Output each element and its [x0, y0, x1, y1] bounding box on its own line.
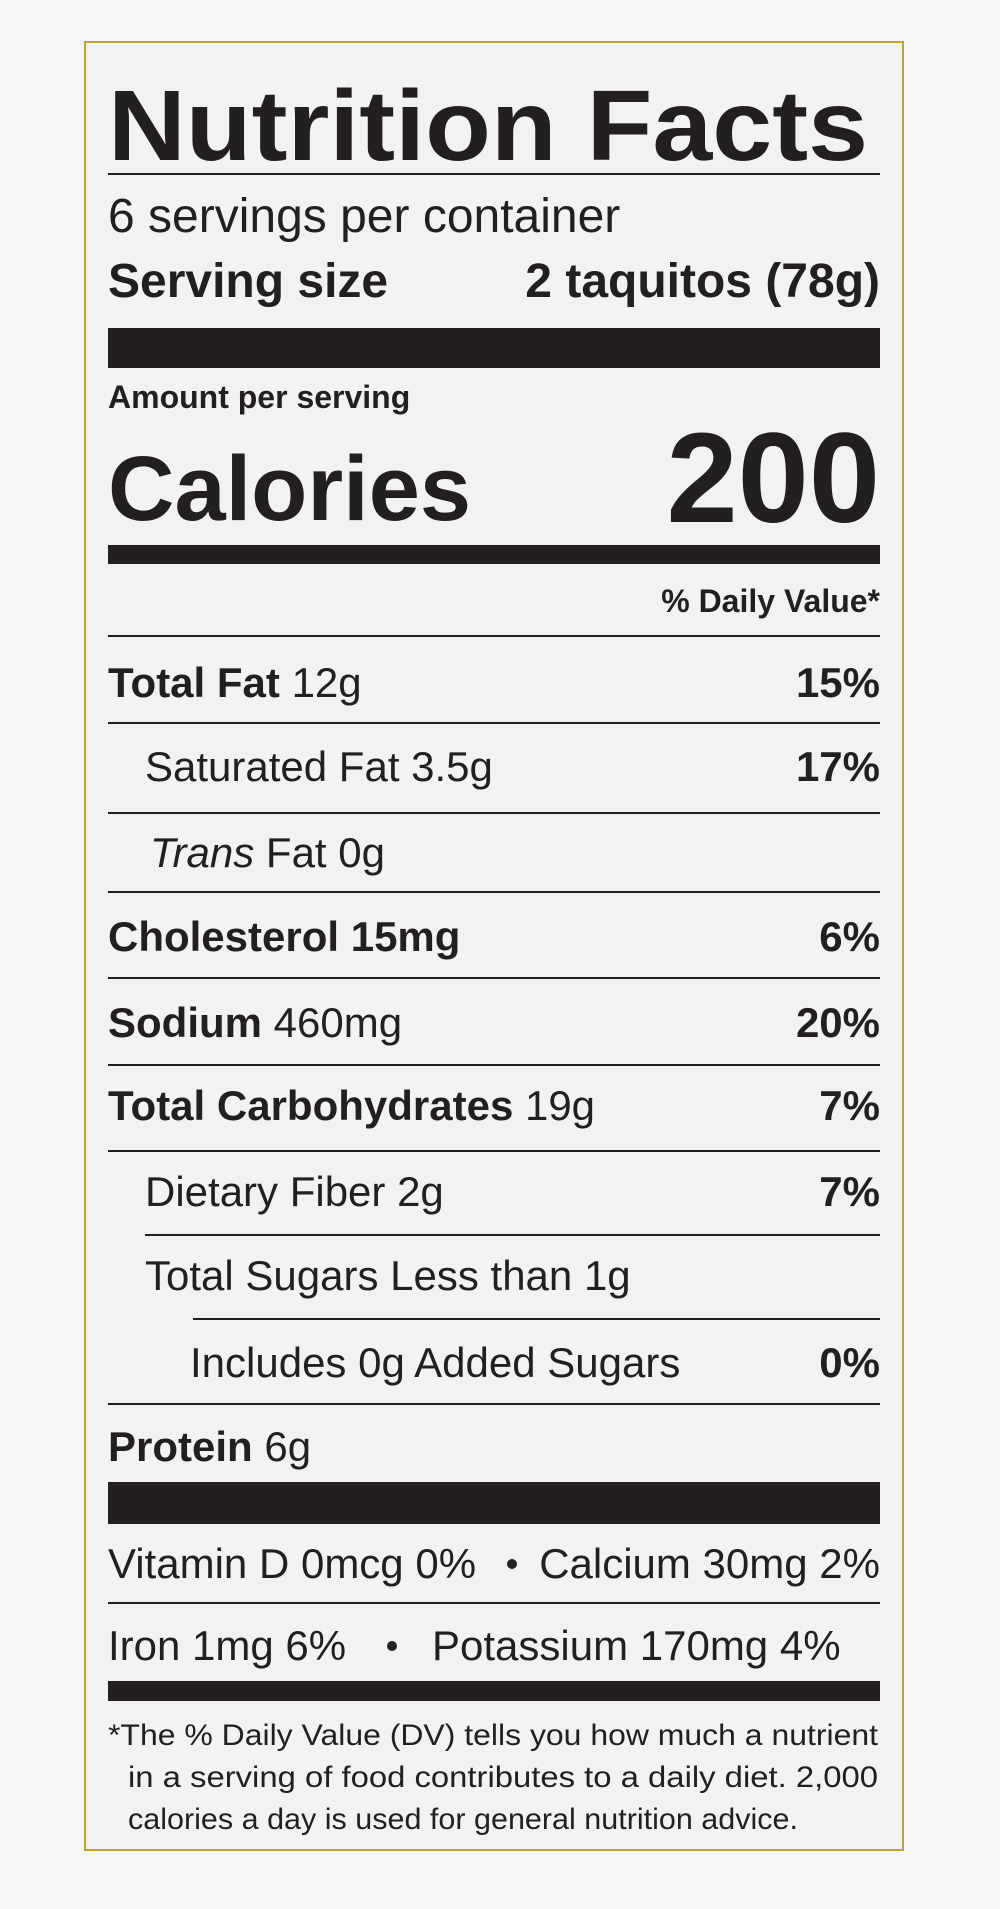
footnote-line: in a serving of food contributes to a da…	[128, 1761, 878, 1794]
nutrient-amount: Less than 1g	[390, 1252, 631, 1299]
calories-label: Calories	[108, 438, 471, 540]
nutrient-row: Saturated Fat 3.5g	[145, 743, 493, 790]
nutrient-amount: 460mg	[274, 999, 402, 1046]
serving-size-label: Serving size	[108, 255, 388, 308]
nutrient-amount: 3.5g	[411, 743, 493, 790]
vitamin: Calcium 30mg 2%	[539, 1540, 880, 1587]
nutrient-amount: 2g	[397, 1168, 444, 1215]
nutrient-row: Protein 6g	[108, 1423, 311, 1470]
nutrient-dv: 6%	[819, 913, 880, 960]
vitamin: Vitamin D 0mcg 0%	[108, 1540, 476, 1587]
nutrient-dv: 7%	[819, 1082, 880, 1129]
nutrient-row: Sodium 460mg	[108, 999, 402, 1046]
nutrient-row: Dietary Fiber 2g	[145, 1168, 444, 1215]
nutrient-dv: 0%	[819, 1339, 880, 1386]
nutrient-name: Fat	[266, 829, 327, 876]
vitamin: Iron 1mg 6%	[108, 1622, 346, 1669]
nutrient-amount: 15mg	[351, 913, 461, 960]
nutrient-row: Cholesterol 15mg	[108, 913, 460, 960]
nutrient-row: Trans Fat 0g	[150, 829, 385, 876]
thick-rule	[108, 1482, 880, 1524]
nutrient-name: Includes 0g Added Sugars	[190, 1339, 680, 1386]
nutrient-name: Total Sugars	[145, 1252, 378, 1299]
thick-rule	[108, 328, 880, 368]
nutrient-name-italic: Trans	[150, 829, 254, 876]
footnote-line: *The % Daily Value (DV) tells you how mu…	[108, 1719, 879, 1752]
nutrient-row: Total Carbohydrates 19g	[108, 1082, 595, 1129]
nutrient-dv: 7%	[819, 1168, 880, 1215]
servings: 6 servings per container	[108, 190, 620, 243]
nutrient-amount: 12g	[292, 659, 362, 706]
nutrient-name: Protein	[108, 1423, 253, 1470]
nutrient-dv: 17%	[796, 743, 880, 790]
nutrient-dv: 15%	[796, 659, 880, 706]
medium-rule	[108, 1681, 880, 1701]
bullet	[387, 1641, 397, 1651]
amount-per-serving: Amount per serving	[108, 379, 410, 415]
bullet	[507, 1559, 517, 1569]
nutrient-name: Sodium	[108, 999, 262, 1046]
nutrient-dv: 20%	[796, 999, 880, 1046]
nutrient-name: Saturated Fat	[145, 743, 400, 790]
calories-value: 200	[666, 407, 880, 550]
vitamin: Potassium 170mg 4%	[432, 1622, 841, 1669]
nutrient-name: Cholesterol	[108, 913, 339, 960]
footnote-line: calories a day is used for general nutri…	[128, 1803, 798, 1836]
title: Nutrition Facts	[108, 70, 868, 182]
nutrient-amount: 19g	[525, 1082, 595, 1129]
nutrient-row: Total Sugars Less than 1g	[145, 1252, 631, 1299]
nutrient-name: Total Carbohydrates	[108, 1082, 513, 1129]
nutrient-row: Total Fat 12g	[108, 659, 362, 706]
medium-rule	[108, 545, 880, 564]
nutrient-name: Total Fat	[108, 659, 280, 706]
nutrient-amount: 6g	[264, 1423, 311, 1470]
nutrient-name: Dietary Fiber	[145, 1168, 385, 1215]
serving-size-value: 2 taquitos (78g)	[525, 255, 880, 308]
daily-value-header: % Daily Value*	[661, 583, 880, 619]
nutrient-amount: 0g	[338, 829, 385, 876]
